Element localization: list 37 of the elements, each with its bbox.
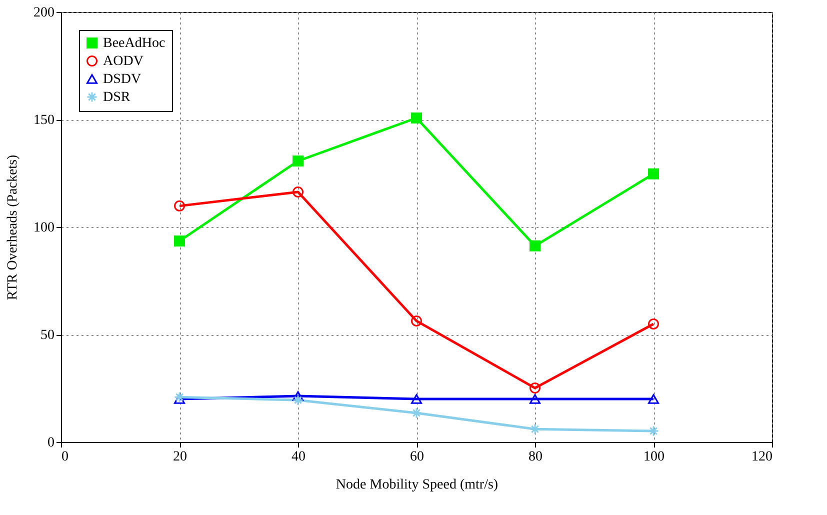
x-axis-title: Node Mobility Speed (mtr/s): [336, 478, 498, 492]
legend-label: DSR: [103, 90, 131, 105]
y-tick-label: 150: [34, 113, 54, 128]
point: [530, 240, 540, 252]
x-tick-label: 80: [528, 450, 542, 464]
point: [292, 391, 304, 401]
point: [292, 186, 304, 198]
y-tick-label: 100: [34, 220, 54, 236]
point: [530, 382, 540, 394]
point: [411, 407, 422, 418]
x-tick-label: 40: [292, 450, 306, 464]
x-tick-label: 0: [62, 450, 68, 464]
legend-label: DSDV: [103, 72, 142, 87]
x-tick-label: 20: [173, 450, 187, 464]
point: [411, 394, 422, 404]
legend-label: BeeAdHoc: [103, 36, 166, 51]
y-tick-label: 50: [40, 328, 54, 343]
point: [292, 156, 304, 166]
y-tick-label: 200: [34, 6, 54, 20]
point: [174, 200, 185, 212]
point: [411, 315, 422, 326]
point: [530, 424, 540, 435]
point: [174, 235, 185, 246]
point: [648, 318, 659, 330]
legend-label: AODV: [103, 54, 144, 69]
point: [648, 168, 659, 180]
x-tick-label: 100: [644, 450, 664, 464]
y-axis-title: RTR Overheads (Packets): [6, 154, 20, 300]
point: [411, 112, 422, 124]
y-tick-label: 0: [48, 436, 54, 450]
point: [292, 394, 304, 406]
point: [648, 394, 659, 404]
point: [174, 394, 185, 404]
point: [530, 394, 540, 404]
x-tick-label: 120: [752, 450, 772, 464]
point: [648, 426, 659, 437]
x-tick-label: 60: [410, 450, 424, 464]
